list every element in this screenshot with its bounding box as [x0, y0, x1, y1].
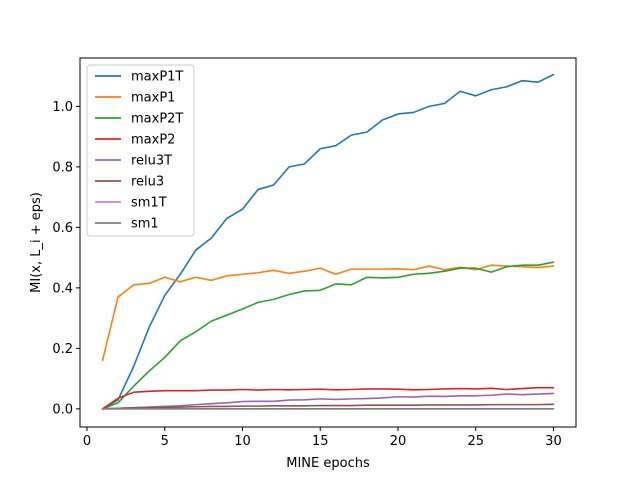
legend-label-relu3: relu3 [131, 175, 164, 190]
x-tick-label: 20 [390, 434, 407, 449]
x-tick-label: 5 [161, 434, 169, 449]
x-axis-ticks: 0 5 10 15 20 25 30 [83, 427, 562, 449]
axes-frame [79, 57, 577, 428]
legend-label-maxP1: maxP1 [131, 91, 175, 106]
series-line-relu3 [101, 403, 555, 410]
series-layer [101, 73, 555, 410]
legend: maxP1T maxP1 maxP2T maxP2 relu3T relu3 sm1T sm1 [86, 64, 195, 237]
y-tick-label: 0.4 [52, 281, 73, 296]
y-tick-label: 0.8 [52, 160, 73, 175]
legend-label-sm1T: sm1T [131, 196, 167, 211]
legend-label-maxP2: maxP2 [131, 133, 175, 148]
legend-label-maxP1T: maxP1T [131, 70, 183, 85]
legend-label-maxP2T: maxP2T [131, 112, 183, 127]
y-tick-label: 0.0 [52, 402, 73, 417]
legend-box [86, 64, 195, 237]
x-tick-label: 0 [83, 434, 91, 449]
legend-label-relu3T: relu3T [131, 154, 172, 169]
series-line-maxP1T [101, 73, 555, 410]
y-axis-label: MI(x, L_i + eps) [29, 192, 44, 293]
y-tick-label: 0.2 [52, 342, 73, 357]
legend-label-sm1: sm1 [131, 217, 159, 232]
x-axis-label: MINE epochs [286, 456, 370, 471]
x-tick-label: 15 [312, 434, 329, 449]
x-tick-label: 25 [467, 434, 484, 449]
series-line-maxP2T [101, 261, 555, 410]
y-axis-ticks: 0.0 0.2 0.4 0.6 0.8 1.0 [52, 100, 80, 417]
y-tick-label: 1.0 [52, 100, 73, 115]
y-tick-label: 0.6 [52, 221, 73, 236]
series-line-relu3T [101, 392, 555, 410]
x-tick-label: 10 [234, 434, 251, 449]
series-line-maxP2 [101, 386, 555, 410]
x-tick-label: 30 [545, 434, 562, 449]
